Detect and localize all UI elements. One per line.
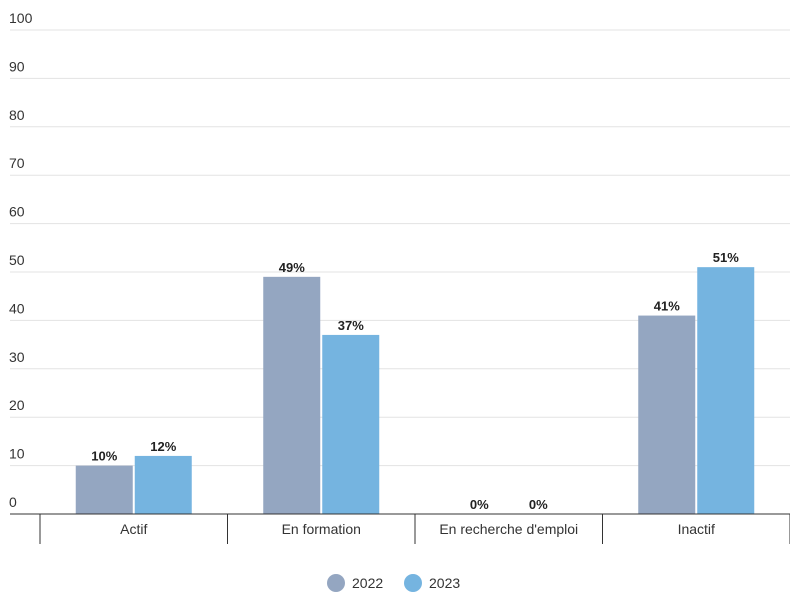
data-label: 41%: [654, 299, 680, 314]
legend-marker-2023: [404, 574, 422, 592]
y-tick-label: 0: [9, 494, 17, 510]
data-labels: 10% 12% 49% 37% 0% 0% 41% 51%: [91, 250, 739, 512]
x-category-label: Actif: [120, 521, 147, 537]
y-axis-ticks: 0 10 20 30 40 50 60 70 80 90 100: [9, 10, 33, 510]
x-axis: Actif En formation En recherche d'emploi In…: [10, 513, 790, 544]
data-label: 37%: [338, 318, 364, 333]
gridlines: [10, 29, 790, 467]
bar-2023: [134, 455, 192, 514]
y-tick-label: 80: [9, 107, 25, 123]
data-label: 0%: [529, 497, 548, 512]
x-category-label: En formation: [282, 521, 361, 537]
data-label: 49%: [279, 260, 305, 275]
legend: 2022 2023: [327, 574, 460, 592]
x-category-label: En recherche d'emploi: [439, 521, 578, 537]
legend-label: 2023: [429, 575, 460, 591]
legend-marker-2022: [327, 574, 345, 592]
y-tick-label: 90: [9, 58, 25, 74]
y-tick-label: 10: [9, 446, 25, 462]
x-category-label: Inactif: [678, 521, 715, 537]
data-label: 12%: [150, 439, 176, 454]
bars: [75, 267, 755, 514]
bar-2022: [75, 465, 133, 514]
bar-2022: [263, 276, 321, 514]
y-tick-label: 20: [9, 397, 25, 413]
bar-2022: [638, 315, 696, 514]
legend-label: 2022: [352, 575, 383, 591]
data-label: 51%: [713, 250, 739, 265]
bar-2023: [322, 334, 380, 514]
y-tick-label: 40: [9, 300, 25, 316]
y-tick-label: 100: [9, 10, 33, 26]
bar-2023: [697, 267, 755, 514]
y-tick-label: 50: [9, 252, 25, 268]
y-tick-label: 70: [9, 155, 25, 171]
y-tick-label: 60: [9, 204, 25, 220]
data-label: 0%: [470, 497, 489, 512]
y-tick-label: 30: [9, 349, 25, 365]
data-label: 10%: [91, 449, 117, 464]
